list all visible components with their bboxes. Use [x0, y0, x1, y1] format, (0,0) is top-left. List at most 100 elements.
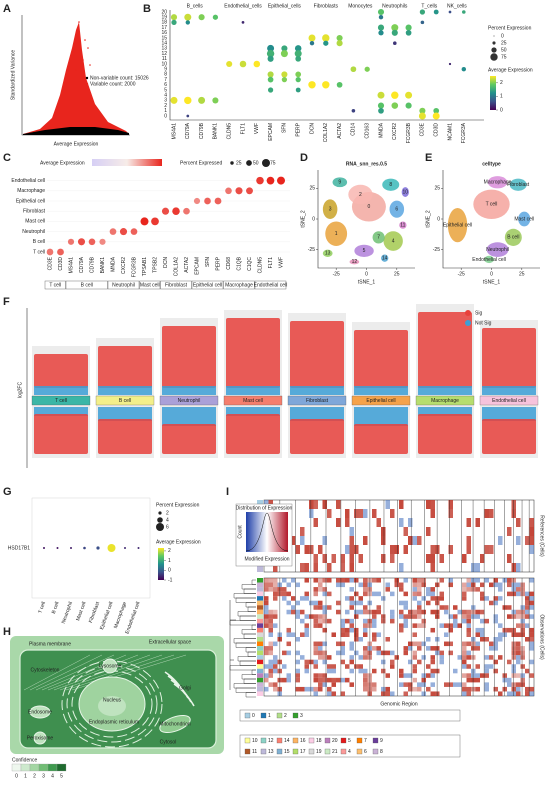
dot	[171, 19, 177, 26]
inset-colorbar	[246, 512, 288, 552]
heatmap-cell	[340, 632, 345, 637]
heatmap-cell	[340, 554, 345, 563]
heatmap-cell	[412, 632, 417, 637]
heatmap-cell	[354, 609, 359, 615]
group-header: Monocytes	[348, 3, 373, 9]
heatmap-cell	[529, 641, 534, 647]
dot	[378, 14, 384, 20]
heatmap-cell	[313, 554, 318, 563]
dendrogram-trunk	[229, 600, 236, 690]
heatmap-cell	[430, 668, 435, 674]
gene-label: CD79B	[89, 256, 95, 273]
heatmap-cell	[358, 637, 363, 642]
row-label: Macrophage	[17, 188, 45, 194]
heatmap-cell	[313, 618, 318, 624]
heatmap-cell	[295, 668, 300, 674]
row-annotation	[257, 677, 263, 683]
dot	[170, 96, 178, 104]
heatmap-cell	[466, 623, 471, 628]
heatmap-cell	[295, 600, 300, 606]
category-label: Macrophage	[113, 601, 128, 629]
heatmap-cell	[322, 578, 327, 583]
gene-label: CD14	[351, 123, 357, 136]
legend-label: 16	[300, 738, 306, 744]
row-label: Epithelial cell	[16, 198, 45, 204]
heatmap-cell	[453, 682, 458, 687]
heatmap-cell	[385, 587, 390, 592]
heatmap-cell	[426, 587, 431, 592]
heatmap-cell	[381, 659, 386, 665]
heatmap-cell	[417, 686, 422, 692]
category-strip	[287, 395, 347, 406]
heatmap-cell	[520, 614, 525, 619]
cluster-label: 3	[329, 207, 332, 213]
heatmap-cell	[340, 627, 345, 633]
group-label: Macrophage	[225, 282, 253, 288]
heatmap-cell	[354, 650, 359, 656]
group-box	[160, 280, 192, 290]
group-header: B_cells	[187, 3, 204, 9]
y-tick-label: 0	[312, 216, 315, 222]
cluster-cloud	[484, 255, 494, 264]
confidence-swatch	[11, 763, 22, 772]
heatmap-cell	[516, 563, 521, 572]
heatmap-cell	[304, 668, 309, 674]
heatmap-cell	[426, 664, 431, 669]
dot	[323, 40, 329, 46]
heatmap-cell	[322, 673, 327, 678]
heatmap-cell	[462, 582, 467, 588]
heatmap-cell	[318, 618, 323, 624]
size-tick-label: 4	[166, 517, 169, 523]
legend-swatch	[244, 737, 251, 744]
nucleolus	[98, 696, 126, 716]
heatmap-cell	[376, 650, 381, 656]
heatmap-cell	[322, 650, 327, 656]
heatmap-cell	[318, 545, 323, 554]
heatmap-cell	[286, 632, 291, 637]
cluster-label: 20	[161, 9, 167, 15]
heatmap-cell	[273, 655, 278, 660]
gene-label: FCGR3B	[406, 122, 412, 143]
dot	[46, 248, 54, 256]
heatmap-cell	[448, 578, 453, 583]
heatmap-cell	[327, 578, 332, 583]
organelle-label: Peroxisome	[27, 735, 54, 741]
heatmap-cell	[403, 591, 408, 597]
heatmap-cell	[390, 554, 395, 563]
heatmap-cell	[282, 587, 287, 592]
heatmap-cell	[313, 500, 318, 509]
dendrogram-branch	[239, 615, 256, 621]
cluster-label: 13	[161, 46, 167, 52]
cluster-label: 3	[164, 98, 167, 104]
gene-label: MS4A1	[68, 257, 74, 274]
dot	[266, 176, 275, 185]
nonsig-band-down	[482, 407, 536, 421]
heatmap-cell	[421, 691, 426, 696]
heatmap-cell	[453, 614, 458, 619]
heatmap-cell	[493, 641, 498, 647]
heatmap-cell	[484, 596, 489, 601]
heatmap-cell	[466, 587, 471, 592]
heatmap-cell	[493, 582, 498, 588]
heatmap-cell	[412, 591, 417, 597]
heatmap-cell	[462, 554, 467, 563]
legend-swatch	[340, 737, 347, 744]
heatmap-cell	[268, 659, 273, 665]
gene-label: CD3D	[58, 257, 64, 271]
legend-title: Average Expression	[40, 160, 85, 166]
dot	[124, 547, 126, 549]
heatmap-cell	[309, 509, 314, 518]
cluster-label: 7	[377, 235, 380, 241]
chart-title: RNA_snn_res.0.5	[346, 161, 387, 167]
gene-label: BANK1	[213, 123, 219, 140]
heatmap-cell	[327, 563, 332, 572]
organelle-label: Plasma membrane	[29, 641, 71, 647]
row-annotation	[257, 614, 263, 619]
heatmap-cell	[390, 591, 395, 597]
sig-cloud-up	[226, 318, 280, 388]
heatmap-cell	[516, 591, 521, 597]
heatmap-cell	[421, 596, 426, 601]
group-label: B cell	[81, 282, 93, 288]
heatmap-cell	[529, 646, 534, 651]
